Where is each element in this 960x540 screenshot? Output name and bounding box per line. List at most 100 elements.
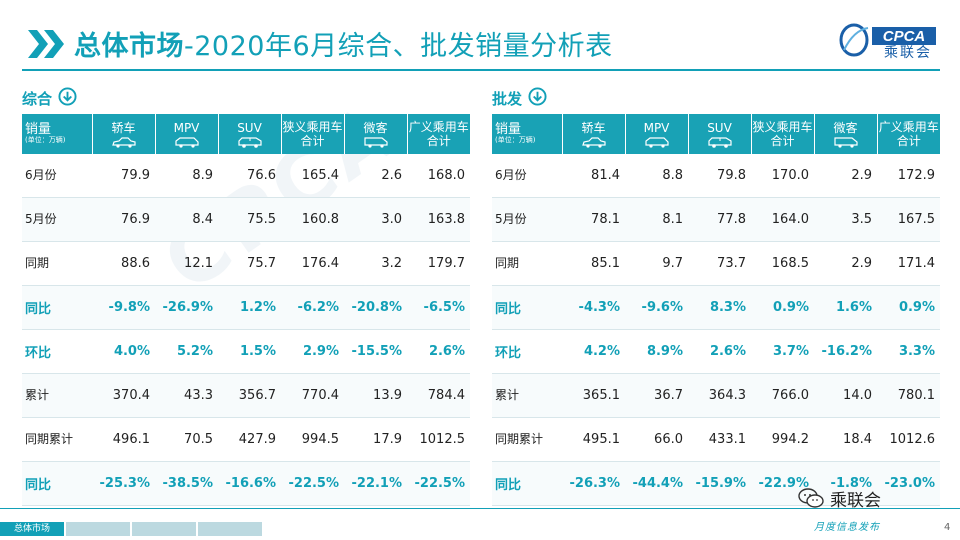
value-cell: 365.1 <box>562 373 625 418</box>
mpv-icon <box>174 136 199 148</box>
sedan-icon <box>111 136 136 148</box>
value-cell: 75.7 <box>218 241 281 286</box>
value-cell: 496.1 <box>92 417 155 462</box>
header-label-line1: 狭义乘用车 <box>752 120 813 134</box>
table-header-row: 销量 (单位：万辆) 轿车 MPV SUV 狭义乘用车 合计 微客 广义乘用车 合计 <box>22 114 470 154</box>
header-label-line2: 合计 <box>300 134 325 148</box>
table-row: 累计 370.4 43.3 356.7 770.4 13.9 784.4 <box>22 373 470 418</box>
panel-comprehensive: 综合 销量 (单位：万辆) 轿车 MPV SUV 狭义乘用车 合计 微客 广义乘用车 合计 6月份 7… <box>22 86 470 506</box>
footer-tab-2[interactable] <box>66 522 130 536</box>
monthly-release-text: 月度信息发布 <box>814 522 880 533</box>
page-title-bold: 总体市场 <box>74 31 184 62</box>
table-row: 同期累计 496.1 70.5 427.9 994.5 17.9 1012.5 <box>22 417 470 462</box>
value-cell: 364.3 <box>688 373 751 418</box>
value-cell: 73.7 <box>688 241 751 286</box>
value-cell: 163.8 <box>407 197 470 242</box>
value-cell: -22.5% <box>281 461 344 506</box>
value-cell: 784.4 <box>407 373 470 418</box>
footer-tab-4[interactable] <box>198 522 262 536</box>
circle-arrow-down-icon <box>58 87 77 106</box>
mpv-icon <box>644 136 669 148</box>
cpca-logo: CPCA <box>839 23 936 57</box>
table-row: 同期累计 495.1 66.0 433.1 994.2 18.4 1012.6 <box>492 417 940 462</box>
van-icon <box>363 136 388 148</box>
value-cell: -9.8% <box>92 285 155 330</box>
table-row: 5月份 78.1 8.1 77.8 164.0 3.5 167.5 <box>492 197 940 242</box>
header-label-line1: 轿车 <box>111 120 136 135</box>
value-cell: -38.5% <box>155 461 218 506</box>
value-cell: 2.6% <box>688 329 751 374</box>
row-label: 同期累计 <box>22 417 92 462</box>
value-cell: 433.1 <box>688 417 751 462</box>
title-bar: 总体市场-2020年6月综合、批发销量分析表 <box>0 18 960 68</box>
value-cell: -15.9% <box>688 461 751 506</box>
value-cell: -44.4% <box>625 461 688 506</box>
footer-divider <box>0 508 960 509</box>
header-cell: 狭义乘用车 合计 <box>751 114 815 154</box>
value-cell: 427.9 <box>218 417 281 462</box>
header-cell: SUV <box>218 114 282 154</box>
suv-icon <box>237 136 262 148</box>
header-label-line1: SUV <box>237 120 262 135</box>
value-cell: 2.6 <box>344 154 407 198</box>
data-table: 销量 (单位：万辆) 轿车 MPV SUV 狭义乘用车 合计 微客 广义乘用车 合计 6月份 79.9… <box>22 114 470 506</box>
row-label: 环比 <box>22 329 92 374</box>
row-label: 同期累计 <box>492 417 562 462</box>
value-cell: -26.9% <box>155 285 218 330</box>
value-cell: 164.0 <box>751 197 814 242</box>
header-unit-label: (单位：万辆) <box>25 136 66 144</box>
value-cell: 171.4 <box>877 241 940 286</box>
value-cell: -20.8% <box>344 285 407 330</box>
value-cell: -4.3% <box>562 285 625 330</box>
wechat-badge: 乘联会 <box>798 486 948 511</box>
value-cell: 70.5 <box>155 417 218 462</box>
header-label-line2: 合计 <box>896 134 921 148</box>
value-cell: 5.2% <box>155 329 218 374</box>
header-cell: 微客 <box>344 114 408 154</box>
value-cell: 8.8 <box>625 154 688 198</box>
header-label-line1: 广义乘用车 <box>878 120 939 134</box>
header-label-line2: 合计 <box>426 134 451 148</box>
value-cell: 3.3% <box>877 329 940 374</box>
van-icon <box>833 136 858 148</box>
value-cell: 75.5 <box>218 197 281 242</box>
header-label-line2: 合计 <box>770 134 795 148</box>
value-cell: 76.6 <box>218 154 281 198</box>
value-cell: 167.5 <box>877 197 940 242</box>
table-row: 环比 4.0% 5.2% 1.5% 2.9% -15.5% 2.6% <box>22 329 470 374</box>
logo-text: CPCA <box>883 28 926 45</box>
header-label-line1: 广义乘用车 <box>408 120 469 134</box>
header-label-line1: MPV <box>643 120 670 135</box>
value-cell: -16.2% <box>814 329 877 374</box>
value-cell: 165.4 <box>281 154 344 198</box>
value-cell: -6.5% <box>407 285 470 330</box>
double-chevron-icon <box>28 30 64 58</box>
value-cell: 0.9% <box>877 285 940 330</box>
value-cell: 168.5 <box>751 241 814 286</box>
value-cell: 66.0 <box>625 417 688 462</box>
row-label: 同比 <box>22 461 92 506</box>
value-cell: 3.0 <box>344 197 407 242</box>
value-cell: 994.2 <box>751 417 814 462</box>
value-cell: -25.3% <box>92 461 155 506</box>
value-cell: 88.6 <box>92 241 155 286</box>
table-row: 同期 85.1 9.7 73.7 168.5 2.9 171.4 <box>492 241 940 286</box>
footer-tab-3[interactable] <box>132 522 196 536</box>
row-label: 5月份 <box>22 197 92 242</box>
panel-head: 综合 <box>22 86 470 110</box>
value-cell: 4.0% <box>92 329 155 374</box>
header-label-line1: 轿车 <box>581 120 606 135</box>
header-label-line1: SUV <box>707 120 732 135</box>
header-label-line1: 微客 <box>363 120 388 135</box>
value-cell: 43.3 <box>155 373 218 418</box>
value-cell: 3.5 <box>814 197 877 242</box>
header-label-line1: 狭义乘用车 <box>282 120 343 134</box>
page-title: 总体市场-2020年6月综合、批发销量分析表 <box>74 24 613 63</box>
value-cell: 2.9% <box>281 329 344 374</box>
value-cell: 770.4 <box>281 373 344 418</box>
value-cell: 14.0 <box>814 373 877 418</box>
value-cell: 160.8 <box>281 197 344 242</box>
value-cell: 170.0 <box>751 154 814 198</box>
header-unit-label: (单位：万辆) <box>495 136 536 144</box>
footer-tab-1[interactable]: 总体市场 <box>0 522 64 536</box>
